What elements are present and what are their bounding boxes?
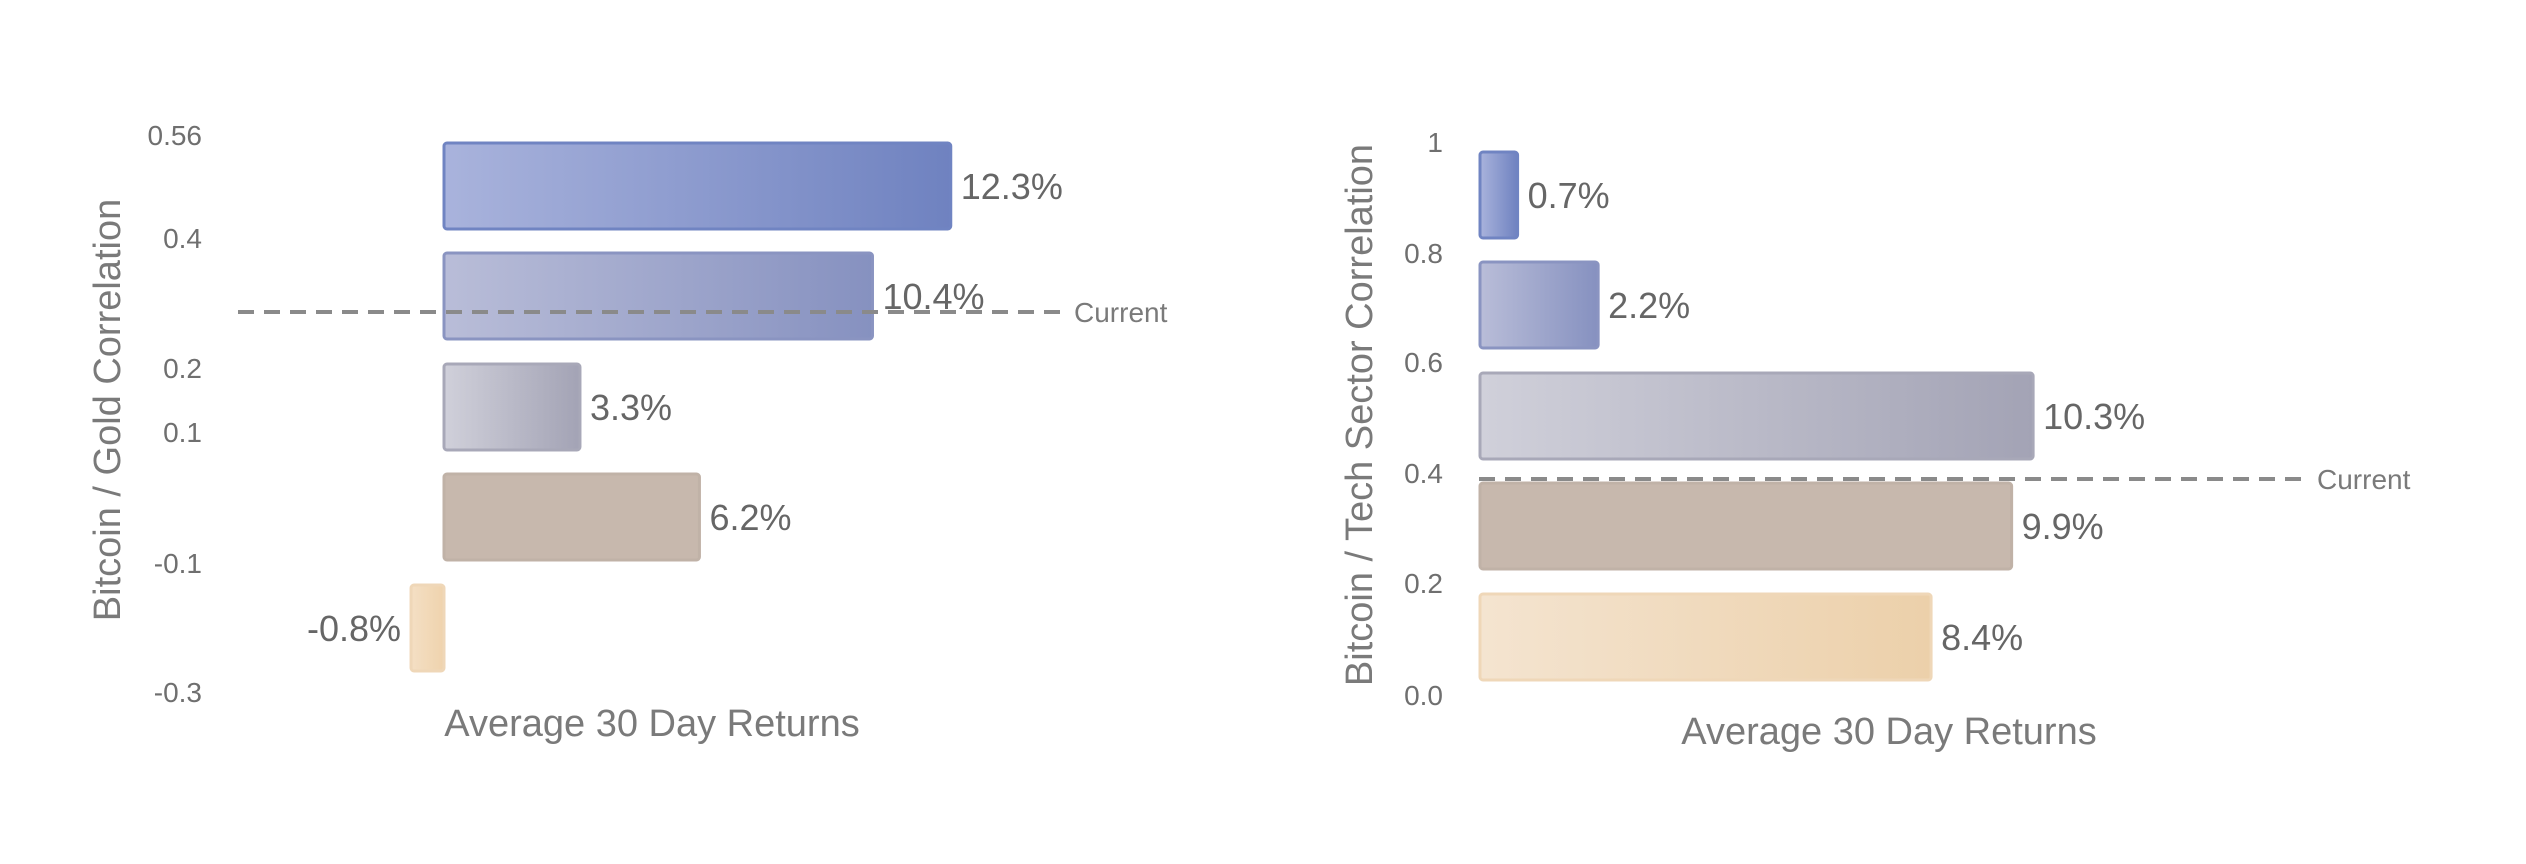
gold-bar-value-label: 6.2%: [709, 497, 791, 538]
tech-bar-value-label: 2.2%: [1608, 285, 1690, 326]
tech-bar: [1478, 592, 1933, 682]
tech-bar: [1478, 371, 2035, 461]
tech-y-tick-label: 0.4: [1404, 458, 1443, 489]
gold-bar: [442, 141, 953, 231]
tech-bar: [1478, 150, 1520, 240]
tech-bar-value-label: 10.3%: [2043, 396, 2145, 437]
tech-bar: [1478, 481, 2014, 571]
gold-bar: [442, 472, 701, 562]
tech-bar-value-label: 0.7%: [1528, 175, 1610, 216]
tech-bar-value-label: 9.9%: [2022, 506, 2104, 547]
gold-bar-value-label: 12.3%: [961, 166, 1063, 207]
gold-correlation-plot: Bitcoin / Gold Correlation 0.56 0.4 0.2 0.1 -…: [87, 120, 1168, 745]
tech-current-label: Current: [2317, 464, 2411, 495]
tech-correlation-plot: Bitcoin / Tech Sector Correlation 1 0.8 0.6…: [1339, 127, 2411, 753]
tech-x-axis-label: Average 30 Day Returns: [1681, 711, 2096, 753]
gold-bar: [442, 251, 874, 341]
gold-current-label: Current: [1074, 297, 1168, 328]
gold-bar: [442, 362, 582, 452]
gold-y-tick-label: 0.1: [163, 417, 202, 448]
tech-y-tick-label: 0.2: [1404, 568, 1443, 599]
gold-correlation-chart: Bitcoin / Gold Correlation 0.56 0.4 0.2 0.1 -…: [87, 120, 1168, 745]
gold-bar-value-label: -0.8%: [307, 608, 401, 649]
tech-correlation-chart: Bitcoin / Tech Sector Correlation 1 0.8 0.6…: [1263, 0, 2526, 864]
gold-y-tick-label: 0.4: [163, 223, 202, 254]
gold-y-tick-label: -0.1: [154, 548, 202, 579]
tech-y-tick-label: 0.0: [1404, 680, 1443, 711]
gold-y-tick-label: 0.2: [163, 353, 202, 384]
tech-y-tick-label: 0.6: [1404, 347, 1443, 378]
tech-y-tick-label: 0.8: [1404, 238, 1443, 269]
gold-y-tick-label: -0.3: [154, 677, 202, 708]
tech-y-tick-label: 1: [1427, 127, 1443, 158]
gold-y-axis-label: Bitcoin / Gold Correlation: [87, 199, 129, 621]
gold-x-axis-label: Average 30 Day Returns: [444, 703, 859, 745]
tech-y-axis-label: Bitcoin / Tech Sector Correlation: [1339, 144, 1381, 686]
tech-bar-value-label: 8.4%: [1941, 617, 2023, 658]
tech-bar: [1478, 260, 1600, 350]
gold-bar-value-label: 3.3%: [590, 387, 672, 428]
gold-bar: [409, 583, 446, 673]
gold-y-tick-label: 0.56: [148, 120, 203, 151]
